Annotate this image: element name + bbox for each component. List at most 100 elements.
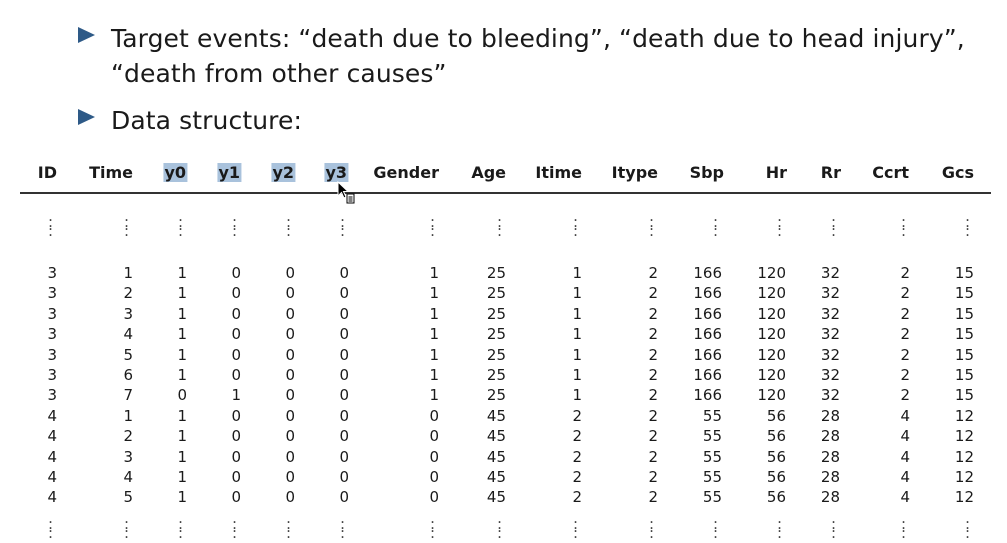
table-cell: 7 (123, 386, 133, 405)
table-cell: 2 (572, 447, 582, 466)
table-cell: 0 (285, 304, 295, 323)
table-cell: 2 (648, 447, 658, 466)
table-cell: 56 (766, 468, 786, 486)
table-cell: 28 (820, 406, 840, 425)
table-cell: 3 (123, 304, 133, 323)
table-cell: 12 (954, 406, 974, 425)
table-cell: 166 (693, 325, 722, 344)
table-cell: 4 (123, 325, 133, 344)
table-cell: 1 (123, 406, 133, 425)
ellipsis-top: :: (47, 213, 53, 240)
table-cell: 15 (954, 345, 974, 364)
table-cell: 1 (177, 468, 187, 486)
table-cell: 45 (486, 406, 506, 425)
table-cell: 0 (339, 264, 349, 282)
table-cell: 0 (231, 284, 241, 303)
table-cell: 0 (339, 447, 349, 466)
table-cell: 28 (820, 427, 840, 446)
table-cell: 0 (285, 468, 295, 486)
table-cell: 120 (757, 386, 786, 405)
column-header-itype: Itype (611, 163, 658, 182)
table-cell: 120 (757, 304, 786, 323)
table-cell: 4 (123, 468, 133, 486)
table-cell: 4 (900, 427, 910, 446)
column-header-y2: y2 (271, 163, 295, 182)
table-cell: 5 (123, 488, 133, 507)
table-cell: 2 (572, 468, 582, 486)
table-cell: 0 (231, 468, 241, 486)
table-cell: 25 (486, 325, 506, 344)
table-cell: 2 (572, 427, 582, 446)
table-cell: 45 (486, 468, 506, 486)
ellipsis-top: :: (648, 213, 654, 240)
table-cell: 120 (757, 366, 786, 384)
table-cell: 0 (429, 427, 439, 446)
column-header-id: ID (37, 163, 57, 182)
table-cell: 0 (429, 468, 439, 486)
table-cell: 2 (648, 345, 658, 364)
table-cell: 1 (177, 345, 187, 364)
table-cell: 1 (572, 264, 582, 282)
table-cell: 2 (648, 386, 658, 405)
ellipsis-top: :: (712, 213, 718, 240)
ellipsis-bottom: :: (177, 515, 183, 542)
table-cell: 32 (820, 304, 840, 323)
table-cell: 2 (900, 264, 910, 282)
table-cell: 0 (339, 284, 349, 303)
column-header-y1: y1 (217, 163, 241, 182)
table-cell: 0 (339, 406, 349, 425)
table-cell: 1 (123, 264, 133, 282)
table-cell: 0 (285, 406, 295, 425)
table-cell: 2 (648, 427, 658, 446)
table-cell: 4 (47, 406, 57, 425)
column-header-hr: Hr (765, 163, 787, 182)
table-cell: 6 (123, 366, 133, 384)
table-cell: 3 (47, 304, 57, 323)
table-cell: 120 (757, 284, 786, 303)
table-cell: 45 (486, 488, 506, 507)
table-cell: 56 (766, 488, 786, 507)
table-cell: 25 (486, 284, 506, 303)
table-cell: 1 (429, 325, 439, 344)
table-cell: 0 (285, 447, 295, 466)
table-cell: 2 (900, 304, 910, 323)
table-cell: 1 (177, 427, 187, 446)
table-cell: 32 (820, 345, 840, 364)
table-cell: 4 (47, 468, 57, 486)
table-cell: 55 (702, 468, 722, 486)
ellipsis-top: :: (177, 213, 183, 240)
table-cell: 1 (572, 325, 582, 344)
ellipsis-top: :: (285, 213, 291, 240)
table-cell: 28 (820, 488, 840, 507)
table-cell: 4 (900, 406, 910, 425)
table-cell: 1 (231, 386, 241, 405)
column-header-age: Age (471, 163, 506, 182)
table-cell: 2 (648, 468, 658, 486)
ellipsis-top: :: (231, 213, 237, 240)
table-cell: 25 (486, 264, 506, 282)
table-cell: 0 (339, 304, 349, 323)
table-cell: 5 (123, 345, 133, 364)
table-cell: 28 (820, 468, 840, 486)
table-cell: 15 (954, 264, 974, 282)
table-cell: 2 (900, 284, 910, 303)
ellipsis-top: :: (830, 213, 836, 240)
column-header-sbp: Sbp (689, 163, 724, 182)
table-cell: 2 (900, 345, 910, 364)
ellipsis-top: :: (776, 213, 782, 240)
bullet-data-structure: Data structure: (78, 103, 302, 138)
table-cell: 2 (123, 284, 133, 303)
ellipsis-bottom: :: (648, 515, 654, 542)
table-cell: 0 (231, 406, 241, 425)
ellipsis-bottom: :: (285, 515, 291, 542)
table-cell: 4 (900, 468, 910, 486)
table-cell: 55 (702, 488, 722, 507)
table-cell: 56 (766, 447, 786, 466)
column-header-gcs: Gcs (941, 163, 974, 182)
table-cell: 15 (954, 325, 974, 344)
header-rule (20, 192, 991, 194)
ellipsis-bottom: :: (964, 515, 970, 542)
table-cell: 1 (177, 304, 187, 323)
table-cell: 32 (820, 264, 840, 282)
table-cell: 12 (954, 427, 974, 446)
